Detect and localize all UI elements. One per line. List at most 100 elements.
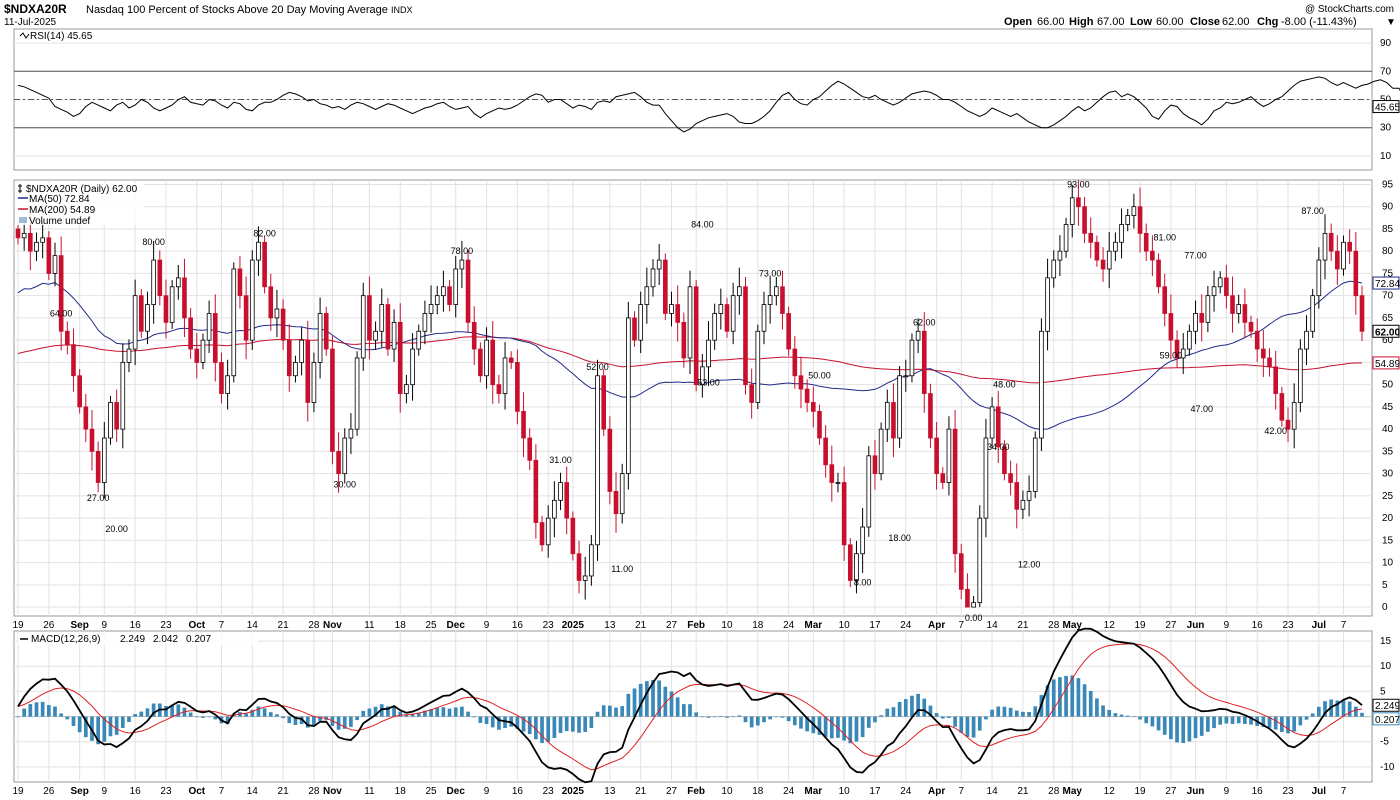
candle-body <box>206 313 212 341</box>
macd-histogram-bar <box>478 716 483 723</box>
macd-histogram-bar <box>990 709 994 717</box>
candle-body <box>909 339 915 377</box>
macd-histogram-bar <box>490 716 495 728</box>
candle <box>1187 324 1192 356</box>
candle-body <box>903 375 909 378</box>
candle-body <box>231 268 237 377</box>
rsi-last-label: 45.65 <box>1375 103 1400 114</box>
candle <box>774 276 779 306</box>
macd-histogram-bar <box>1304 716 1309 720</box>
price-x-tick-17: 16 <box>512 620 524 631</box>
price-x-tick-12: 11 <box>364 620 375 631</box>
price-x-tick-27: Mar <box>804 620 822 631</box>
price-x-tick-23: Feb <box>687 620 705 631</box>
candle <box>311 352 317 413</box>
macd-histogram-bar <box>571 716 575 732</box>
macd-histogram-bar <box>22 708 27 717</box>
candle-body <box>212 313 218 363</box>
candle <box>539 515 545 552</box>
rsi-y-tick-1: 30 <box>1380 123 1392 134</box>
ma50-line <box>17 280 1363 430</box>
candle <box>1063 217 1069 258</box>
candle <box>965 573 970 608</box>
macd-histogram-bar <box>164 706 168 717</box>
price-x-tick-26: 24 <box>783 620 795 631</box>
candle <box>385 297 391 356</box>
macd-histogram-bar <box>712 716 717 718</box>
candle <box>1082 196 1087 244</box>
candle <box>1156 253 1161 294</box>
candle-body <box>145 304 150 332</box>
candle <box>644 267 650 324</box>
candle <box>286 324 292 392</box>
candle-body <box>1137 206 1143 234</box>
candle-body <box>854 553 859 581</box>
macd-histogram-bar <box>534 716 538 740</box>
macd-histogram-bar <box>16 716 20 718</box>
price-x-tick-28: 10 <box>839 620 851 631</box>
macd-histogram-bar <box>250 709 255 717</box>
candle-body <box>459 259 465 270</box>
low-label: Low <box>1130 16 1152 28</box>
price-annotation-9: 11.00 <box>611 564 633 574</box>
price-annotation-23: 59.00 <box>1160 351 1183 361</box>
candle <box>1273 350 1278 410</box>
macd-histogram-bar <box>392 706 396 717</box>
candle-body <box>95 450 101 483</box>
macd-histogram-bar <box>497 716 501 730</box>
macd-histogram-bar <box>1132 716 1136 717</box>
candle-body <box>1026 491 1032 501</box>
candle <box>34 232 39 261</box>
macd-histogram-bar <box>1347 701 1352 717</box>
candle <box>1039 318 1044 451</box>
candle <box>317 297 323 379</box>
macd-histogram-bar <box>410 714 415 717</box>
price-y-tick-5: 25 <box>1382 491 1394 502</box>
price-legend-bg <box>16 183 144 225</box>
candle <box>114 389 119 443</box>
macd-x-tick-7: 7 <box>219 786 225 797</box>
candle-body <box>1063 224 1069 252</box>
macd-histogram-bar <box>1175 716 1179 743</box>
macd-histogram-bar <box>1187 716 1192 742</box>
candle <box>71 328 76 392</box>
price-legend-symbol: $NDXA20R (Daily) 62.00 <box>26 184 138 195</box>
price-x-tick-6: Oct <box>188 620 205 631</box>
macd-histogram-bar <box>977 716 982 731</box>
candle-body <box>465 259 471 323</box>
macd-histogram-bar <box>151 703 156 717</box>
macd-histogram-bar <box>1335 700 1340 717</box>
macd-histogram-bar <box>564 716 569 732</box>
candle-body <box>169 286 175 323</box>
price-x-tick-5: 23 <box>160 620 172 631</box>
price-x-tick-18: 23 <box>543 620 555 631</box>
candle <box>83 393 89 443</box>
macd-histogram-bar <box>854 716 859 742</box>
macd-histogram-bar <box>638 683 643 717</box>
candle-body <box>515 362 520 412</box>
price-annotation-20: 12.00 <box>1018 560 1041 570</box>
candle <box>1261 329 1266 378</box>
macd-x-tick-38: 19 <box>1134 786 1146 797</box>
macd-histogram-bar <box>934 713 939 717</box>
macd-histogram-bar <box>515 716 520 729</box>
candle <box>570 511 576 561</box>
macd-histogram-bar <box>731 716 736 717</box>
macd-histogram-bar <box>416 712 421 717</box>
price-y-tick-7: 35 <box>1382 446 1394 457</box>
candle <box>576 540 582 594</box>
candle <box>175 264 181 300</box>
candle-body <box>330 348 335 452</box>
candle <box>669 291 674 327</box>
price-annotation-13: 50.00 <box>808 371 831 381</box>
close-value: 62.00 <box>1222 16 1250 28</box>
macd-signal-line <box>17 643 1363 771</box>
candle-body <box>730 295 736 332</box>
candle <box>533 444 539 539</box>
candle-body <box>1094 241 1100 261</box>
candle <box>1143 223 1149 261</box>
macd-histogram-bar <box>910 695 914 717</box>
price-legend-candle-icon <box>18 184 22 193</box>
candle-body <box>687 286 693 359</box>
candle <box>681 312 687 368</box>
